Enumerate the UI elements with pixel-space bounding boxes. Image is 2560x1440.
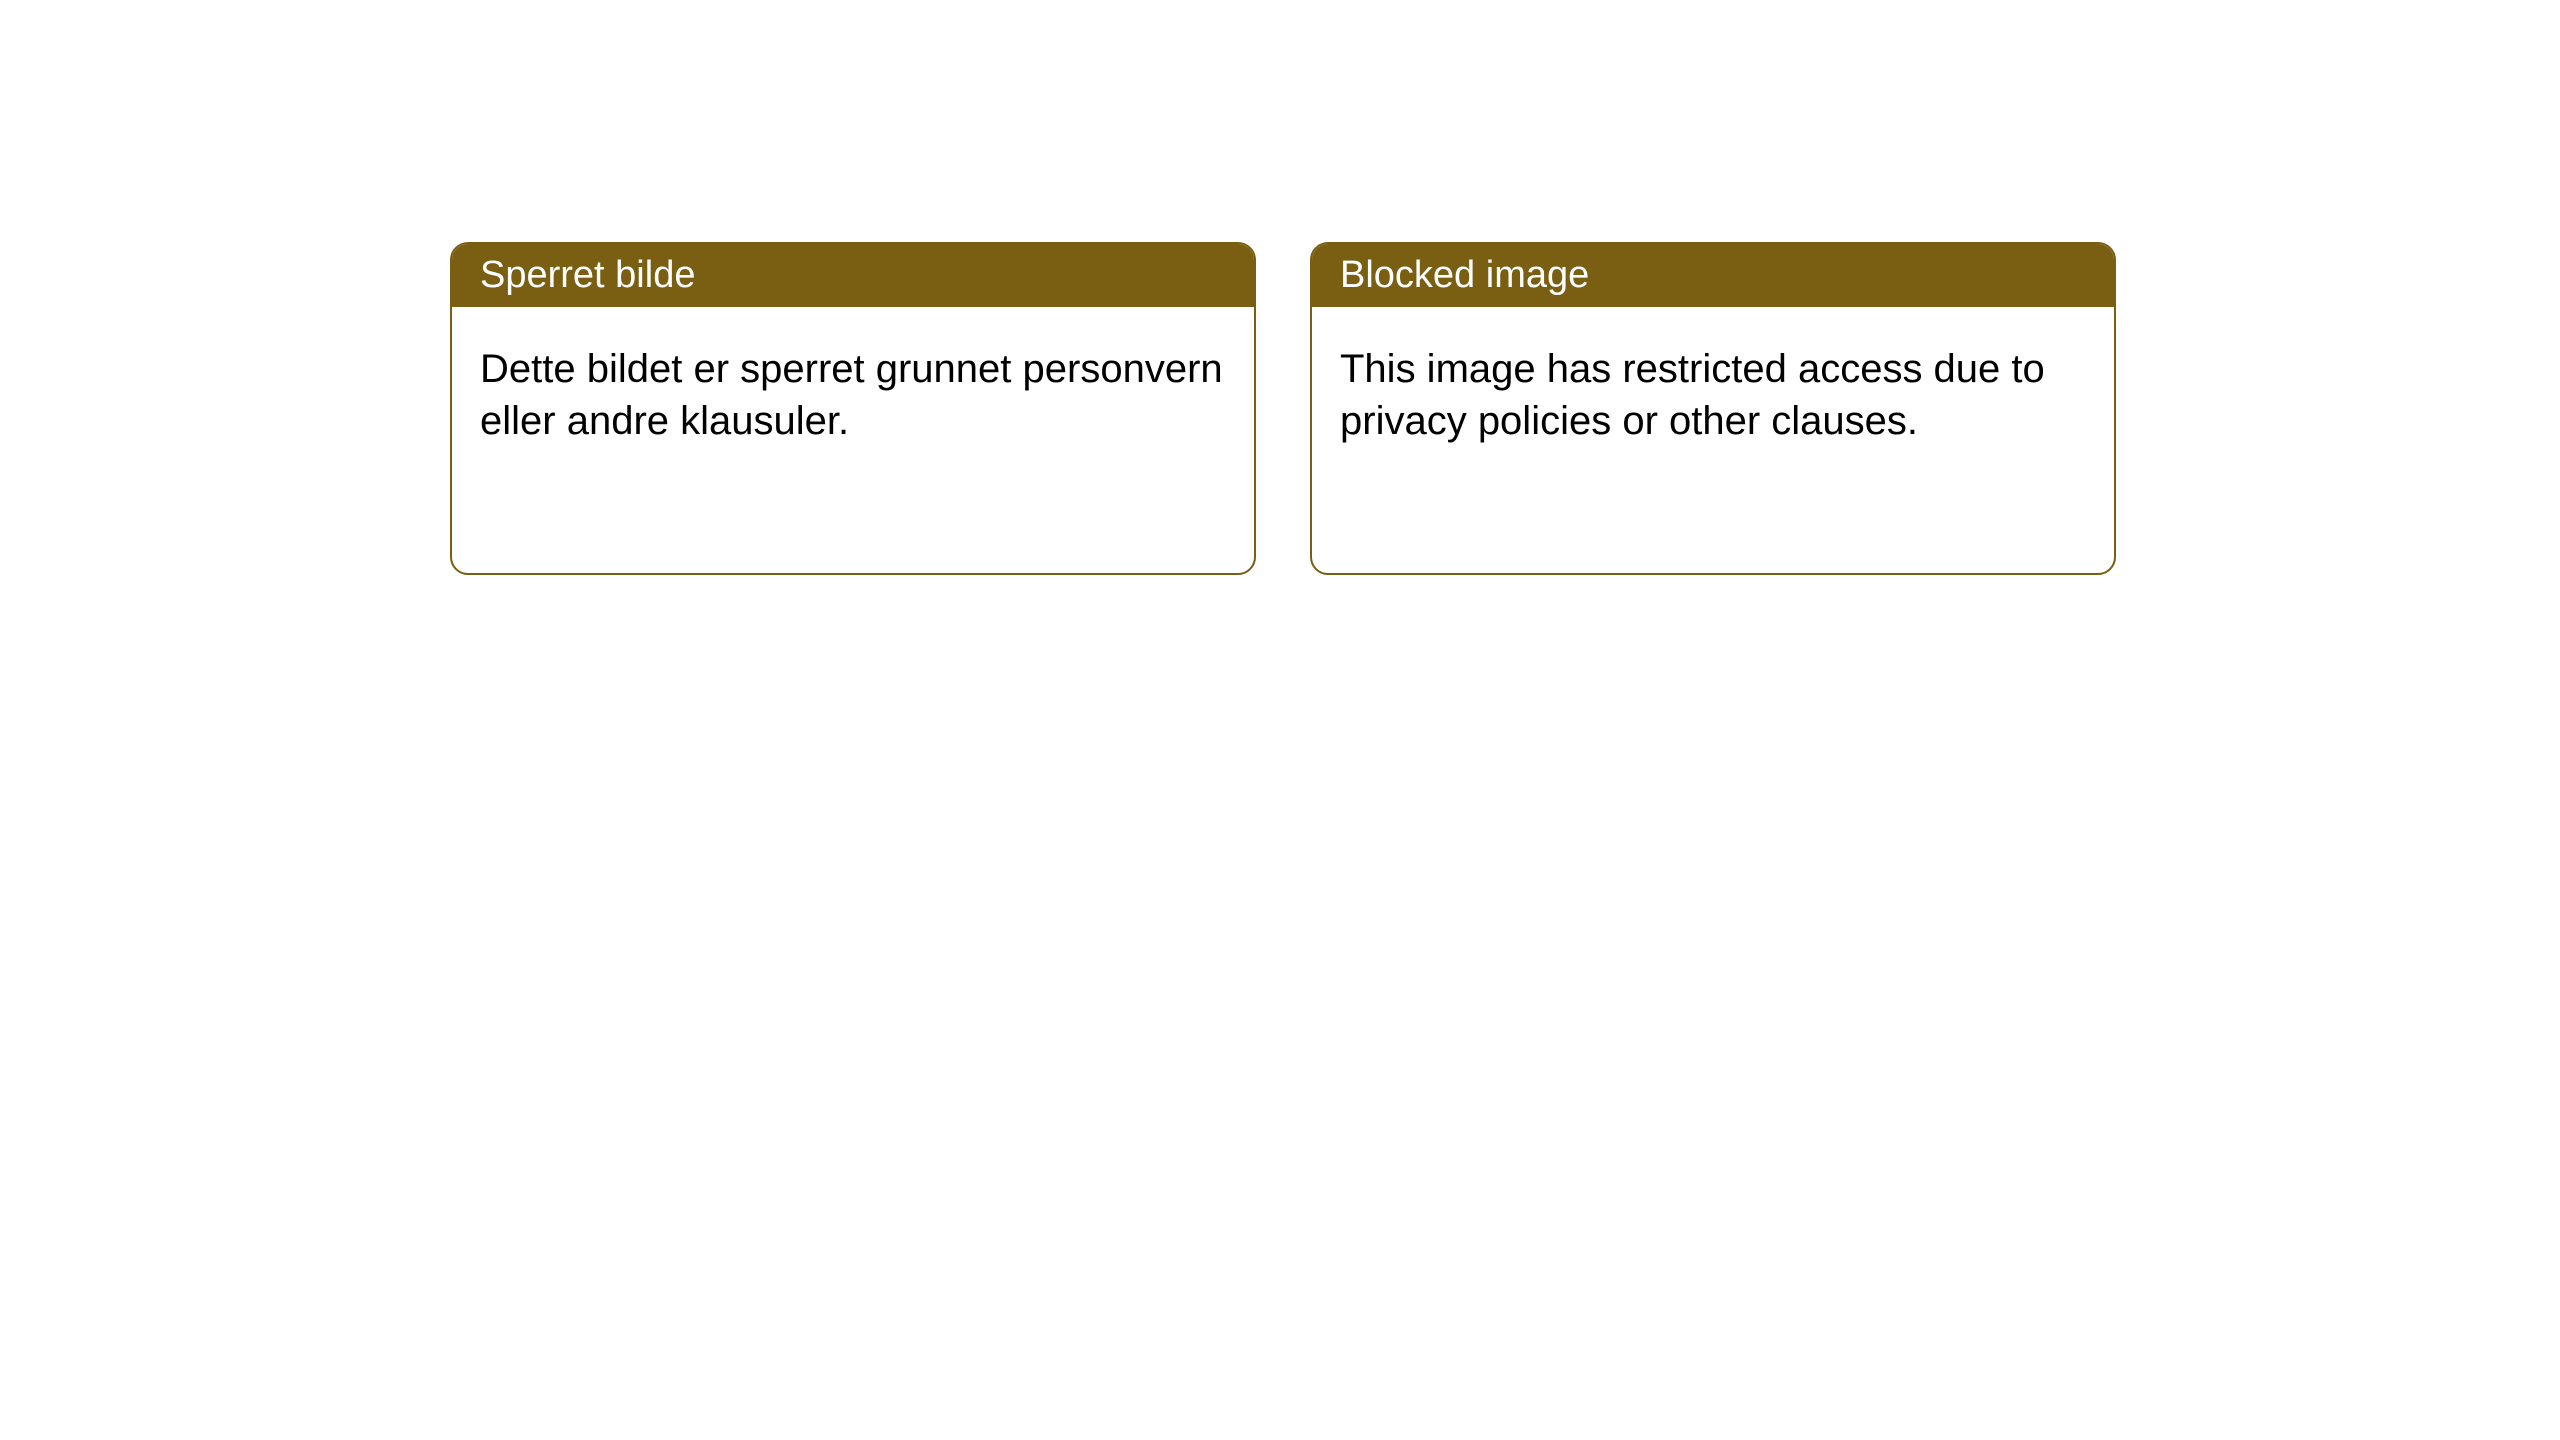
notice-card-english: Blocked image This image has restricted … [1310, 242, 2116, 575]
notice-title: Sperret bilde [480, 254, 695, 296]
notice-container: Sperret bilde Dette bildet er sperret gr… [450, 242, 2116, 575]
notice-header: Sperret bilde [452, 244, 1254, 307]
notice-body-text: Dette bildet er sperret grunnet personve… [480, 347, 1223, 443]
notice-header: Blocked image [1312, 244, 2114, 307]
notice-body-text: This image has restricted access due to … [1340, 347, 2045, 443]
notice-title: Blocked image [1340, 254, 1589, 296]
notice-card-norwegian: Sperret bilde Dette bildet er sperret gr… [450, 242, 1256, 575]
notice-body: This image has restricted access due to … [1312, 307, 2114, 483]
notice-body: Dette bildet er sperret grunnet personve… [452, 307, 1254, 483]
